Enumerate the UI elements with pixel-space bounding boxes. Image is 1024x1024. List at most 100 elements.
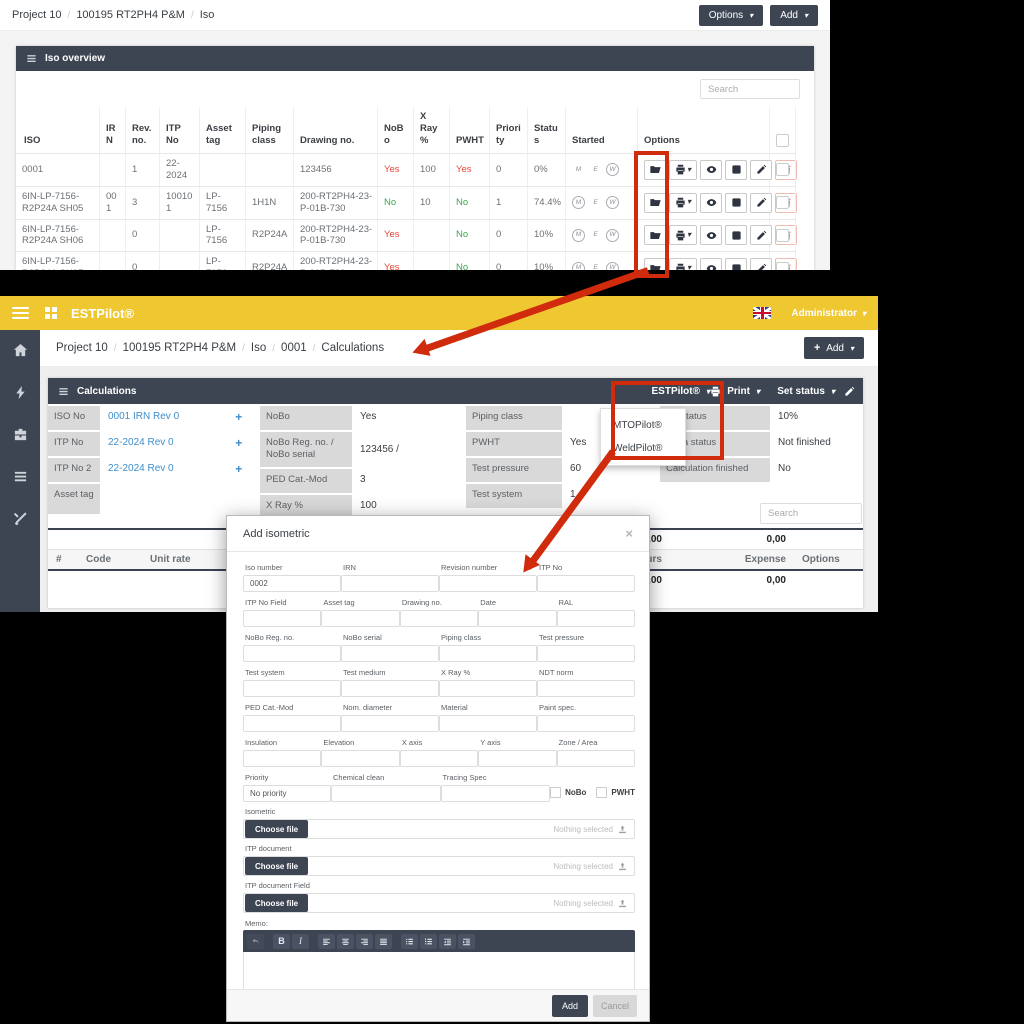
col-header-started[interactable]: Started (566, 107, 638, 153)
apps-grid-icon[interactable] (45, 307, 57, 319)
align-center-button[interactable] (337, 933, 354, 949)
material-field[interactable] (439, 715, 537, 732)
user-menu[interactable]: Administrator (791, 308, 866, 319)
tracing-spec-field[interactable] (440, 785, 551, 802)
iso-number-field[interactable] (243, 575, 341, 592)
col-header-asset[interactable]: Asset tag (200, 107, 246, 153)
sidebar-item-lists[interactable] (13, 469, 28, 484)
close-icon[interactable] (625, 526, 633, 541)
x-axis-field[interactable] (399, 750, 479, 767)
nobo-checkbox[interactable] (550, 787, 562, 798)
print-button[interactable] (669, 192, 697, 213)
options-button[interactable]: Options (698, 4, 764, 26)
choose-file-button[interactable]: Choose file (245, 857, 309, 875)
open-folder-button[interactable] (644, 225, 666, 246)
menu-item-weldpilot[interactable]: WeldPilot® (613, 443, 663, 454)
nobo-serial-field[interactable] (341, 645, 439, 662)
select-all-checkbox[interactable] (776, 134, 789, 147)
sidebar-item-projects[interactable] (13, 427, 28, 442)
insulation-field[interactable] (243, 750, 322, 767)
language-flag-icon[interactable] (753, 307, 772, 319)
ndt-norm-field[interactable] (537, 680, 635, 697)
undo-button[interactable] (247, 933, 264, 949)
itp-no-field[interactable] (537, 575, 635, 592)
edit-button[interactable] (750, 258, 772, 270)
memo-button[interactable] (725, 159, 747, 180)
view-button[interactable] (700, 159, 722, 180)
col-header-expense[interactable]: Expense (670, 549, 794, 571)
modal-cancel-button[interactable]: Cancel (592, 994, 637, 1017)
align-left-button[interactable] (318, 933, 335, 949)
print-button[interactable] (669, 258, 697, 270)
memo-button[interactable] (725, 192, 747, 213)
cell-iso[interactable]: 0001 (16, 153, 100, 186)
breadcrumb-iso[interactable]: Iso (242, 342, 266, 354)
x-ray-field[interactable] (439, 680, 537, 697)
choose-file-button[interactable]: Choose file (245, 820, 309, 838)
row-checkbox[interactable] (776, 261, 789, 270)
edit-button[interactable] (750, 225, 772, 246)
piping-class-field[interactable] (439, 645, 537, 662)
ped-cat-mod-field[interactable] (243, 715, 341, 732)
col-header-rev[interactable]: Rev. no. (126, 107, 160, 153)
test-system-field[interactable] (243, 680, 341, 697)
col-header-nobo[interactable]: NoBo (378, 107, 414, 153)
sidebar-item-home[interactable] (13, 343, 28, 358)
pwht-checkbox[interactable] (596, 787, 608, 798)
search-input[interactable] (700, 79, 800, 99)
col-header-drawing[interactable]: Drawing no. (294, 107, 378, 153)
nobo-reg-no-field[interactable] (243, 645, 341, 662)
itp-no-field-field[interactable] (243, 610, 322, 627)
col-header-iso[interactable]: ISO (16, 107, 100, 153)
col-header-irn[interactable]: IRN (100, 107, 126, 153)
cell-iso[interactable]: 6IN-LP-7156-R2P24A SH06 (16, 218, 100, 252)
breadcrumb-project[interactable]: Project 10 (56, 342, 108, 354)
set-status-dropdown-button[interactable]: Set status (777, 378, 835, 404)
paint-spec-field[interactable] (537, 715, 635, 732)
view-button[interactable] (700, 225, 722, 246)
test-medium-field[interactable] (341, 680, 439, 697)
col-header-status[interactable]: Status (528, 107, 566, 153)
ral-field[interactable] (556, 610, 636, 627)
row-checkbox[interactable] (776, 196, 789, 210)
row-checkbox[interactable] (776, 163, 789, 177)
asset-tag-field[interactable] (321, 610, 400, 627)
zone-area-field[interactable] (556, 750, 636, 767)
nom-diameter-field[interactable] (341, 715, 439, 732)
view-button[interactable] (700, 258, 722, 270)
y-axis-field[interactable] (478, 750, 557, 767)
choose-file-button[interactable]: Choose file (245, 894, 309, 912)
search-input[interactable] (760, 503, 862, 524)
hamburger-menu-icon[interactable] (12, 307, 29, 319)
open-folder-button[interactable] (644, 258, 666, 270)
elevation-field[interactable] (321, 750, 400, 767)
menu-item-mtopilot[interactable]: MTOPilot® (613, 420, 662, 431)
edit-button[interactable] (750, 192, 772, 213)
bold-button[interactable]: B (273, 933, 290, 949)
indent-button[interactable] (458, 933, 475, 949)
align-justify-button[interactable] (375, 933, 392, 949)
col-header-piping[interactable]: Piping class (246, 107, 294, 153)
date-field[interactable] (478, 610, 557, 627)
col-header-pwht[interactable]: PWHT (450, 107, 490, 153)
edit-button[interactable] (750, 159, 772, 180)
print-button[interactable] (669, 159, 697, 180)
estpilot-dropdown-button[interactable]: ESTPilot® (652, 378, 711, 404)
row-checkbox[interactable] (776, 228, 789, 242)
edit-button[interactable] (844, 378, 855, 404)
open-folder-button[interactable] (644, 192, 666, 213)
memo-button[interactable] (725, 258, 747, 270)
priority-select[interactable]: No priority (243, 785, 331, 802)
col-header-xray[interactable]: X Ray % (414, 107, 450, 153)
modal-add-button[interactable]: Add (551, 994, 588, 1017)
sidebar-item-tools[interactable] (13, 511, 28, 526)
breadcrumb-order[interactable]: 100195 RT2PH4 P&M (68, 9, 185, 21)
revision-number-field[interactable] (439, 575, 537, 592)
breadcrumb-order[interactable]: 100195 RT2PH4 P&M (114, 342, 237, 354)
add-button[interactable]: Add (770, 4, 818, 26)
print-dropdown-button[interactable]: Print (710, 378, 760, 404)
italic-button[interactable]: I (292, 933, 309, 949)
col-header-itp[interactable]: ITP No (160, 107, 200, 153)
bullet-list-button[interactable] (401, 933, 418, 949)
breadcrumb-project[interactable]: Project 10 (12, 9, 62, 21)
